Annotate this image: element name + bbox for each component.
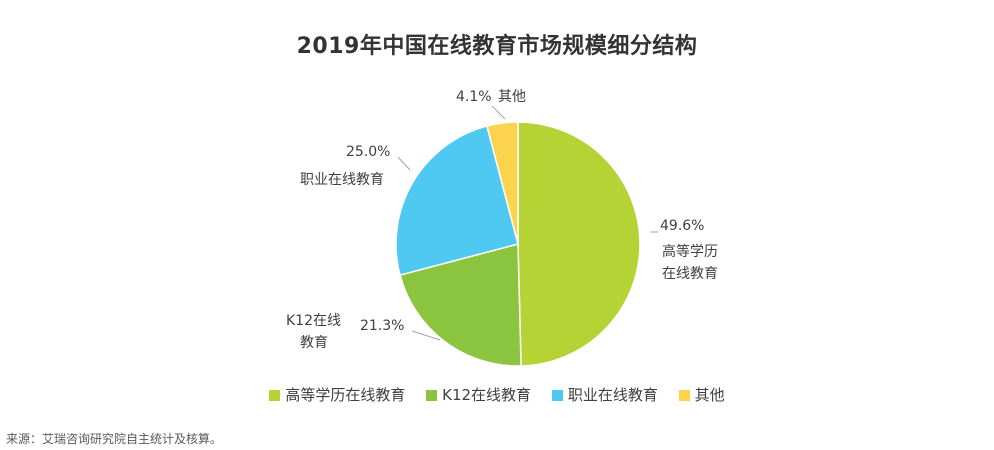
legend-label: 职业在线教育 (567, 386, 658, 404)
leader-line-k12 (411, 330, 441, 341)
legend-label: K12在线教育 (442, 386, 532, 404)
chart-legend: 高等学历在线教育 K12在线教育 职业在线教育 其他 (0, 384, 994, 405)
data-label-name-k12: 教育 (300, 335, 328, 351)
data-label-percent-k12: 21.3% (360, 318, 404, 334)
legend-item-higher-education: 高等学历在线教育 (269, 384, 405, 405)
data-label-percent-higher-education: 49.6% (660, 218, 704, 234)
leader-line-other (491, 105, 506, 120)
legend-swatch (269, 390, 281, 401)
data-label-percent-vocational: 25.0% (346, 144, 390, 160)
data-label-name-other: 其他 (498, 89, 526, 105)
source-note: 来源：艾瑞咨询研究院自主统计及核算。 (6, 432, 223, 446)
leader-line-vocational (397, 156, 411, 171)
pie-slice-higher-education (517, 121, 641, 367)
legend-swatch (678, 390, 690, 401)
legend-swatch (426, 390, 438, 401)
chart-title: 2019年中国在线教育市场规模细分结构 (296, 34, 698, 59)
legend-swatch (551, 390, 563, 401)
pie-slice-k12 (399, 243, 522, 367)
data-label-name-vocational: 职业在线教育 (300, 172, 384, 188)
legend-item-other: 其他 (678, 384, 725, 405)
pie-slice-other (486, 121, 519, 245)
legend-item-vocational: 职业在线教育 (551, 384, 658, 405)
data-label-name-k12: K12在线 (286, 313, 341, 329)
pie-slice-vocational (395, 125, 519, 276)
data-label-name-higher-education: 在线教育 (662, 266, 718, 282)
legend-label: 高等学历在线教育 (285, 386, 406, 404)
data-label-percent-other: 4.1% (456, 89, 492, 105)
legend-label: 其他 (694, 386, 725, 404)
legend-item-k12: K12在线教育 (426, 384, 531, 405)
data-label-name-higher-education: 高等学历 (662, 243, 718, 260)
